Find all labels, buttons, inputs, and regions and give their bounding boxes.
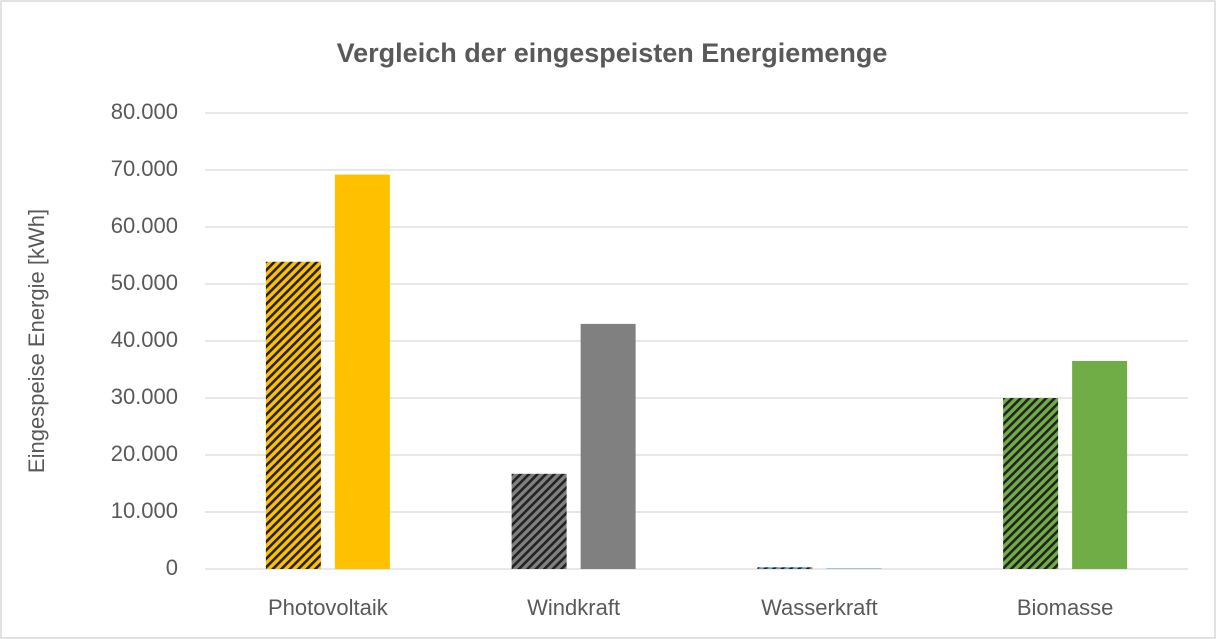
y-tick-label: 60.000 bbox=[111, 213, 178, 238]
bar bbox=[826, 568, 882, 569]
bar bbox=[334, 174, 390, 569]
chart-title: Vergleich der eingespeisten Energiemenge bbox=[337, 38, 888, 68]
bar bbox=[265, 261, 321, 569]
y-tick-label: 20.000 bbox=[111, 441, 178, 466]
y-tick-label: 40.000 bbox=[111, 327, 178, 352]
y-tick-label: 70.000 bbox=[111, 156, 178, 181]
y-tick-label: 30.000 bbox=[111, 384, 178, 409]
x-tick-label: Wasserkraft bbox=[761, 595, 878, 620]
x-tick-label: Biomasse bbox=[1017, 595, 1114, 620]
y-tick-label: 80.000 bbox=[111, 99, 178, 124]
bar bbox=[580, 323, 636, 569]
y-tick-label: 0 bbox=[166, 555, 178, 580]
y-axis-label: Eingespeise Energie [kWh] bbox=[24, 209, 49, 473]
x-tick-label: Photovoltaik bbox=[268, 595, 389, 620]
y-tick-label: 50.000 bbox=[111, 270, 178, 295]
bar bbox=[1072, 360, 1128, 569]
x-tick-label: Windkraft bbox=[527, 595, 620, 620]
bar bbox=[511, 473, 567, 569]
bar bbox=[1003, 398, 1059, 569]
y-tick-label: 10.000 bbox=[111, 498, 178, 523]
bar bbox=[757, 567, 813, 569]
